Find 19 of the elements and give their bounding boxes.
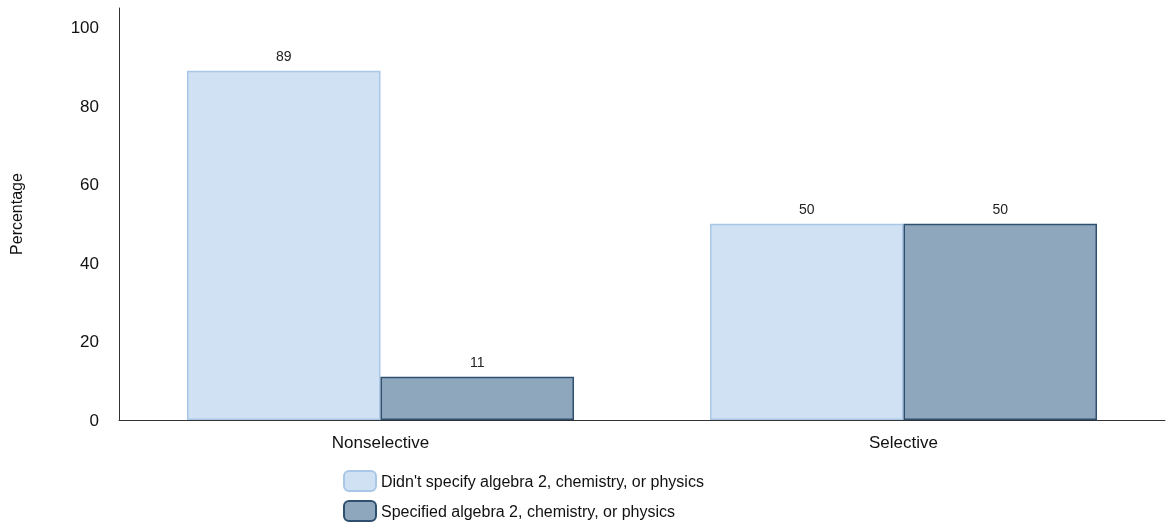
y-tick-label: 80 (80, 96, 99, 116)
legend-label: Didn't specify algebra 2, chemistry, or physics (381, 472, 704, 490)
x-tick-label: Selective (869, 433, 938, 452)
data-label: 11 (469, 353, 485, 370)
bar (903, 223, 1098, 420)
x-tick-label: Nonselective (331, 433, 430, 452)
bar (380, 376, 575, 420)
data-label: 89 (275, 47, 292, 64)
data-label: 50 (992, 200, 1009, 217)
bar (709, 223, 904, 420)
y-axis-title: Percentage (7, 172, 25, 255)
y-tick-label: 40 (80, 253, 99, 273)
y-tick-label: 60 (80, 175, 99, 195)
data-label: 50 (798, 200, 815, 217)
bar (186, 70, 381, 420)
y-tick-label: 100 (70, 18, 99, 38)
legend-label: Specified algebra 2, chemistry, or physics (381, 502, 676, 520)
y-tick-label: 20 (80, 332, 99, 352)
y-tick-label: 0 (89, 410, 99, 430)
